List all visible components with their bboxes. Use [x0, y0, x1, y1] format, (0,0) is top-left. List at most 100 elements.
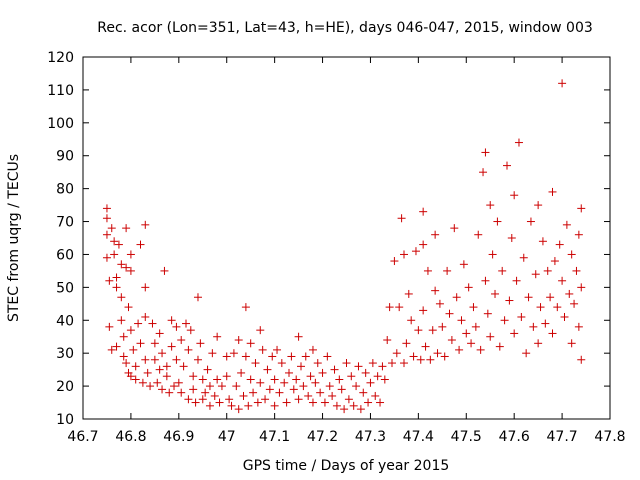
data-point	[234, 405, 243, 414]
data-point	[122, 224, 131, 233]
data-point	[198, 395, 207, 404]
data-point	[543, 266, 552, 275]
data-point	[462, 329, 471, 338]
data-point	[577, 355, 586, 364]
y-tick-label: 120	[47, 50, 74, 66]
data-point	[122, 359, 131, 368]
data-point	[431, 286, 440, 295]
y-tick-label: 40	[56, 313, 74, 329]
data-point	[354, 362, 363, 371]
data-point	[340, 405, 349, 414]
data-point	[447, 336, 456, 345]
y-tick-label: 100	[47, 116, 74, 132]
data-point	[411, 247, 420, 256]
data-point	[193, 355, 202, 364]
data-point	[117, 316, 126, 325]
data-point	[182, 319, 191, 328]
data-point	[167, 316, 176, 325]
data-point	[141, 220, 150, 229]
data-point	[134, 319, 143, 328]
data-point	[423, 266, 432, 275]
data-point	[567, 339, 576, 348]
data-point	[143, 368, 152, 377]
data-point	[114, 240, 123, 249]
data-point	[155, 365, 164, 374]
data-point	[222, 372, 231, 381]
data-point	[505, 296, 514, 305]
data-point	[313, 359, 322, 368]
data-point	[246, 339, 255, 348]
data-point	[126, 326, 135, 335]
data-point	[459, 260, 468, 269]
data-point	[325, 382, 334, 391]
data-point	[165, 388, 174, 397]
data-point	[431, 230, 440, 239]
data-point	[268, 352, 277, 361]
data-point	[352, 382, 361, 391]
data-point	[488, 250, 497, 259]
data-point	[270, 375, 279, 384]
data-point	[186, 326, 195, 335]
data-point	[280, 378, 289, 387]
data-point	[198, 375, 207, 384]
data-point	[162, 362, 171, 371]
data-point	[299, 382, 308, 391]
data-point	[277, 359, 286, 368]
data-point	[119, 352, 128, 361]
data-point	[507, 234, 516, 242]
data-point	[399, 250, 408, 259]
data-point	[404, 289, 413, 298]
data-point	[203, 365, 212, 374]
data-point	[443, 266, 452, 275]
data-point	[419, 240, 428, 249]
data-point	[560, 312, 569, 321]
data-point	[426, 355, 435, 364]
data-point	[158, 385, 167, 394]
data-point	[107, 224, 116, 233]
x-tick-label: 47.1	[259, 429, 290, 445]
data-point	[301, 352, 310, 361]
data-point	[498, 266, 507, 275]
data-point	[522, 349, 531, 358]
data-point	[421, 342, 430, 351]
data-point	[146, 382, 155, 391]
chart-title: Rec. acor (Lon=351, Lat=43, h=HE), days …	[97, 20, 593, 36]
data-point	[548, 329, 557, 338]
data-point	[438, 322, 447, 331]
x-tick-label: 46.7	[67, 429, 98, 445]
data-point	[371, 391, 380, 400]
data-point	[577, 283, 586, 292]
data-point	[158, 349, 167, 358]
data-point	[342, 359, 351, 368]
data-point	[359, 388, 368, 397]
x-tick-label: 46.9	[163, 429, 194, 445]
data-point	[237, 368, 246, 377]
data-point	[241, 303, 250, 312]
data-point	[131, 375, 140, 384]
data-point	[349, 401, 358, 410]
data-point	[167, 342, 176, 351]
data-point	[457, 316, 466, 325]
data-point	[225, 395, 234, 404]
data-point	[112, 283, 121, 292]
data-point	[452, 293, 461, 302]
data-point	[126, 266, 135, 275]
data-point	[562, 220, 571, 229]
data-point	[184, 345, 193, 354]
data-point	[160, 266, 169, 275]
data-point	[273, 345, 282, 354]
data-point	[486, 201, 495, 210]
data-point	[493, 217, 502, 226]
data-point	[344, 395, 353, 404]
data-point	[244, 401, 253, 410]
x-axis-label: GPS time / Days of year 2015	[243, 458, 450, 474]
y-tick-label: 30	[56, 346, 74, 362]
data-point	[189, 385, 198, 394]
data-point	[558, 79, 567, 88]
data-point	[117, 260, 126, 269]
data-point	[263, 365, 272, 374]
data-point	[366, 378, 375, 387]
data-point	[567, 250, 576, 259]
data-point	[419, 306, 428, 315]
